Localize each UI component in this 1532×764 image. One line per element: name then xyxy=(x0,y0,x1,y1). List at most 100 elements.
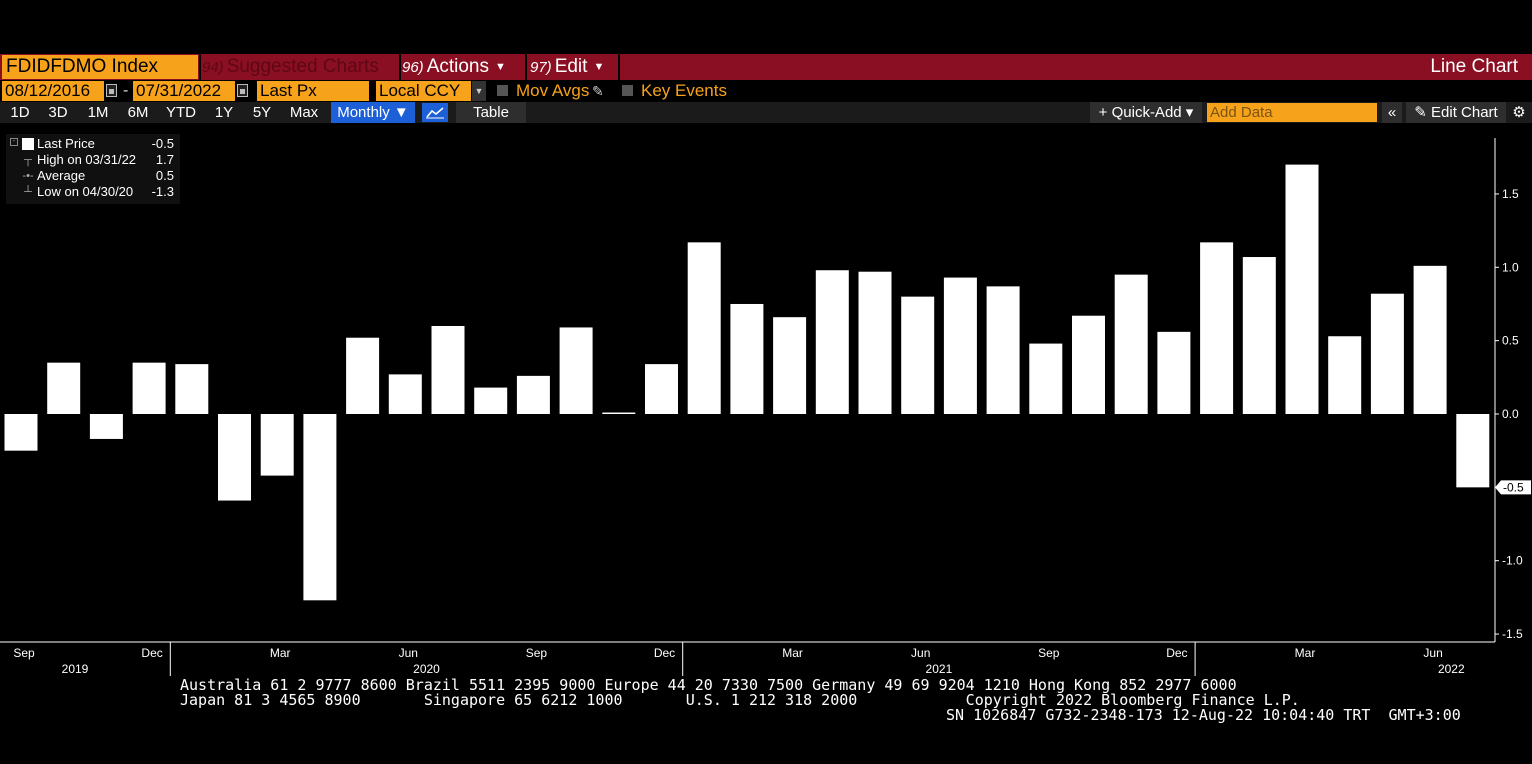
white-square-icon xyxy=(22,138,34,150)
footer-contacts-line-2: Japan 81 3 4565 8900 Singapore 65 6212 1… xyxy=(180,691,1300,709)
data-bar xyxy=(1328,336,1362,414)
data-bar xyxy=(901,296,935,414)
last-value-label: -0.5 xyxy=(1503,480,1524,494)
data-bar xyxy=(1413,265,1447,414)
period-max[interactable]: Max xyxy=(289,104,319,121)
chart-legend: - Last Price -0.5 ┬ High on 03/31/22 1.7… xyxy=(6,134,180,204)
legend-last-price[interactable]: Last Price -0.5 xyxy=(6,136,180,152)
x-month-label: Sep xyxy=(526,646,548,660)
data-bar xyxy=(89,414,123,439)
low-marker-icon: ┴ xyxy=(24,186,32,198)
pencil-icon[interactable]: ✎ xyxy=(592,83,604,99)
x-month-label: Dec xyxy=(1166,646,1187,660)
data-bar xyxy=(1242,257,1276,414)
collapse-icon[interactable]: « xyxy=(1382,102,1402,123)
data-bar xyxy=(474,387,508,414)
mov-avgs-label[interactable]: Mov Avgs xyxy=(516,81,590,100)
x-month-label: Jun xyxy=(911,646,930,660)
footer-contacts-line-1: Australia 61 2 9777 8600 Brazil 5511 239… xyxy=(180,676,1237,694)
security-ticker-field[interactable]: FDIDFDMO Index xyxy=(2,55,198,79)
x-month-label: Dec xyxy=(141,646,162,660)
chart-settings-row: 08/12/2016 - 07/31/2022 Last Px Local CC… xyxy=(0,81,1532,102)
data-bar xyxy=(175,364,209,414)
menu-divider xyxy=(199,54,201,80)
data-bar xyxy=(516,375,550,414)
x-month-label: Jun xyxy=(1423,646,1442,660)
chart-type-label: Line Chart xyxy=(1430,56,1518,77)
menu-label: Edit xyxy=(554,56,588,78)
menu-divider xyxy=(399,54,401,80)
data-bar xyxy=(1072,315,1105,414)
data-bar xyxy=(730,303,764,414)
x-year-label: 2022 xyxy=(1438,662,1465,676)
period-toolbar: 1D 3D 1M 6M YTD 1Y 5Y Max Monthly ▼ Tabl… xyxy=(0,102,1532,123)
chevron-down-icon[interactable]: ▼ xyxy=(472,81,486,101)
data-bar xyxy=(943,277,977,414)
suggested-charts-menu[interactable]: 94) Suggested Charts xyxy=(202,54,379,80)
edit-chart-button[interactable]: ✎ Edit Chart xyxy=(1406,102,1506,123)
data-bar xyxy=(986,286,1020,414)
key-events-checkbox[interactable] xyxy=(622,85,633,96)
data-bar xyxy=(602,412,636,414)
data-bar xyxy=(132,362,166,414)
key-events-label[interactable]: Key Events xyxy=(641,81,727,100)
legend-average[interactable]: -•- Average 0.5 xyxy=(6,168,180,184)
data-bar xyxy=(1285,164,1319,414)
collapse-tree-icon[interactable]: - xyxy=(10,138,18,146)
period-5y[interactable]: 5Y xyxy=(252,104,272,121)
data-bar xyxy=(1157,331,1191,414)
x-month-label: Mar xyxy=(270,646,291,660)
menu-number: 97) xyxy=(530,59,552,77)
legend-label: Average xyxy=(37,168,86,183)
x-month-label: Mar xyxy=(782,646,803,660)
start-date-input[interactable]: 08/12/2016 xyxy=(2,81,104,101)
last-value-flag xyxy=(1495,480,1531,495)
menu-divider xyxy=(525,54,527,80)
legend-value: 0.5 xyxy=(155,168,174,183)
legend-low[interactable]: ┴ Low on 04/30/20 -1.3 xyxy=(6,184,180,200)
period-1d[interactable]: 1D xyxy=(10,104,30,121)
frequency-select[interactable]: Monthly ▼ xyxy=(331,102,415,123)
x-month-label: Jun xyxy=(399,646,418,660)
period-6m[interactable]: 6M xyxy=(127,104,149,121)
calendar-icon[interactable] xyxy=(237,84,248,97)
quick-add-button[interactable]: + Quick-Add ▾ xyxy=(1090,102,1202,123)
table-button[interactable]: Table xyxy=(456,102,526,123)
calendar-icon[interactable] xyxy=(106,84,117,97)
gear-icon[interactable]: ⚙ xyxy=(1512,104,1526,121)
data-bar xyxy=(858,271,892,414)
x-year-label: 2019 xyxy=(62,662,89,676)
data-bar xyxy=(1114,274,1148,414)
actions-menu[interactable]: 96) Actions ▼ xyxy=(402,54,506,80)
menu-label: Suggested Charts xyxy=(226,56,379,77)
period-1y[interactable]: 1Y xyxy=(214,104,234,121)
data-bar xyxy=(687,242,721,414)
x-month-label: Mar xyxy=(1295,646,1316,660)
legend-value: -0.5 xyxy=(151,136,174,151)
y-tick-label: -1.0 xyxy=(1502,554,1523,568)
edit-menu[interactable]: 97) Edit ▼ xyxy=(530,54,604,80)
high-marker-icon: ┬ xyxy=(24,154,32,166)
legend-value: -1.3 xyxy=(151,184,174,199)
data-bar xyxy=(1370,293,1404,414)
y-tick-label: 0.0 xyxy=(1502,407,1519,421)
field-select[interactable]: Last Px xyxy=(257,81,369,101)
legend-high[interactable]: ┬ High on 03/31/22 1.7 xyxy=(6,152,180,168)
currency-select[interactable]: Local CCY xyxy=(376,81,471,101)
footer-session-line: SN 1026847 G732-2348-173 12-Aug-22 10:04… xyxy=(946,706,1461,724)
data-bar xyxy=(773,317,807,414)
data-bar xyxy=(303,414,337,601)
end-date-input[interactable]: 07/31/2022 xyxy=(133,81,235,101)
period-3d[interactable]: 3D xyxy=(48,104,68,121)
mov-avgs-checkbox[interactable] xyxy=(497,85,508,96)
date-range-separator: - xyxy=(123,82,129,99)
period-1m[interactable]: 1M xyxy=(87,104,109,121)
add-data-input[interactable]: Add Data xyxy=(1207,103,1377,122)
legend-label: Low on 04/30/20 xyxy=(37,184,134,199)
legend-label: High on 03/31/22 xyxy=(37,152,137,167)
line-chart-icon[interactable] xyxy=(422,103,448,122)
legend-label: Last Price xyxy=(37,136,95,151)
data-bar xyxy=(815,270,849,414)
period-ytd[interactable]: YTD xyxy=(166,104,196,121)
data-bar xyxy=(1029,343,1063,414)
